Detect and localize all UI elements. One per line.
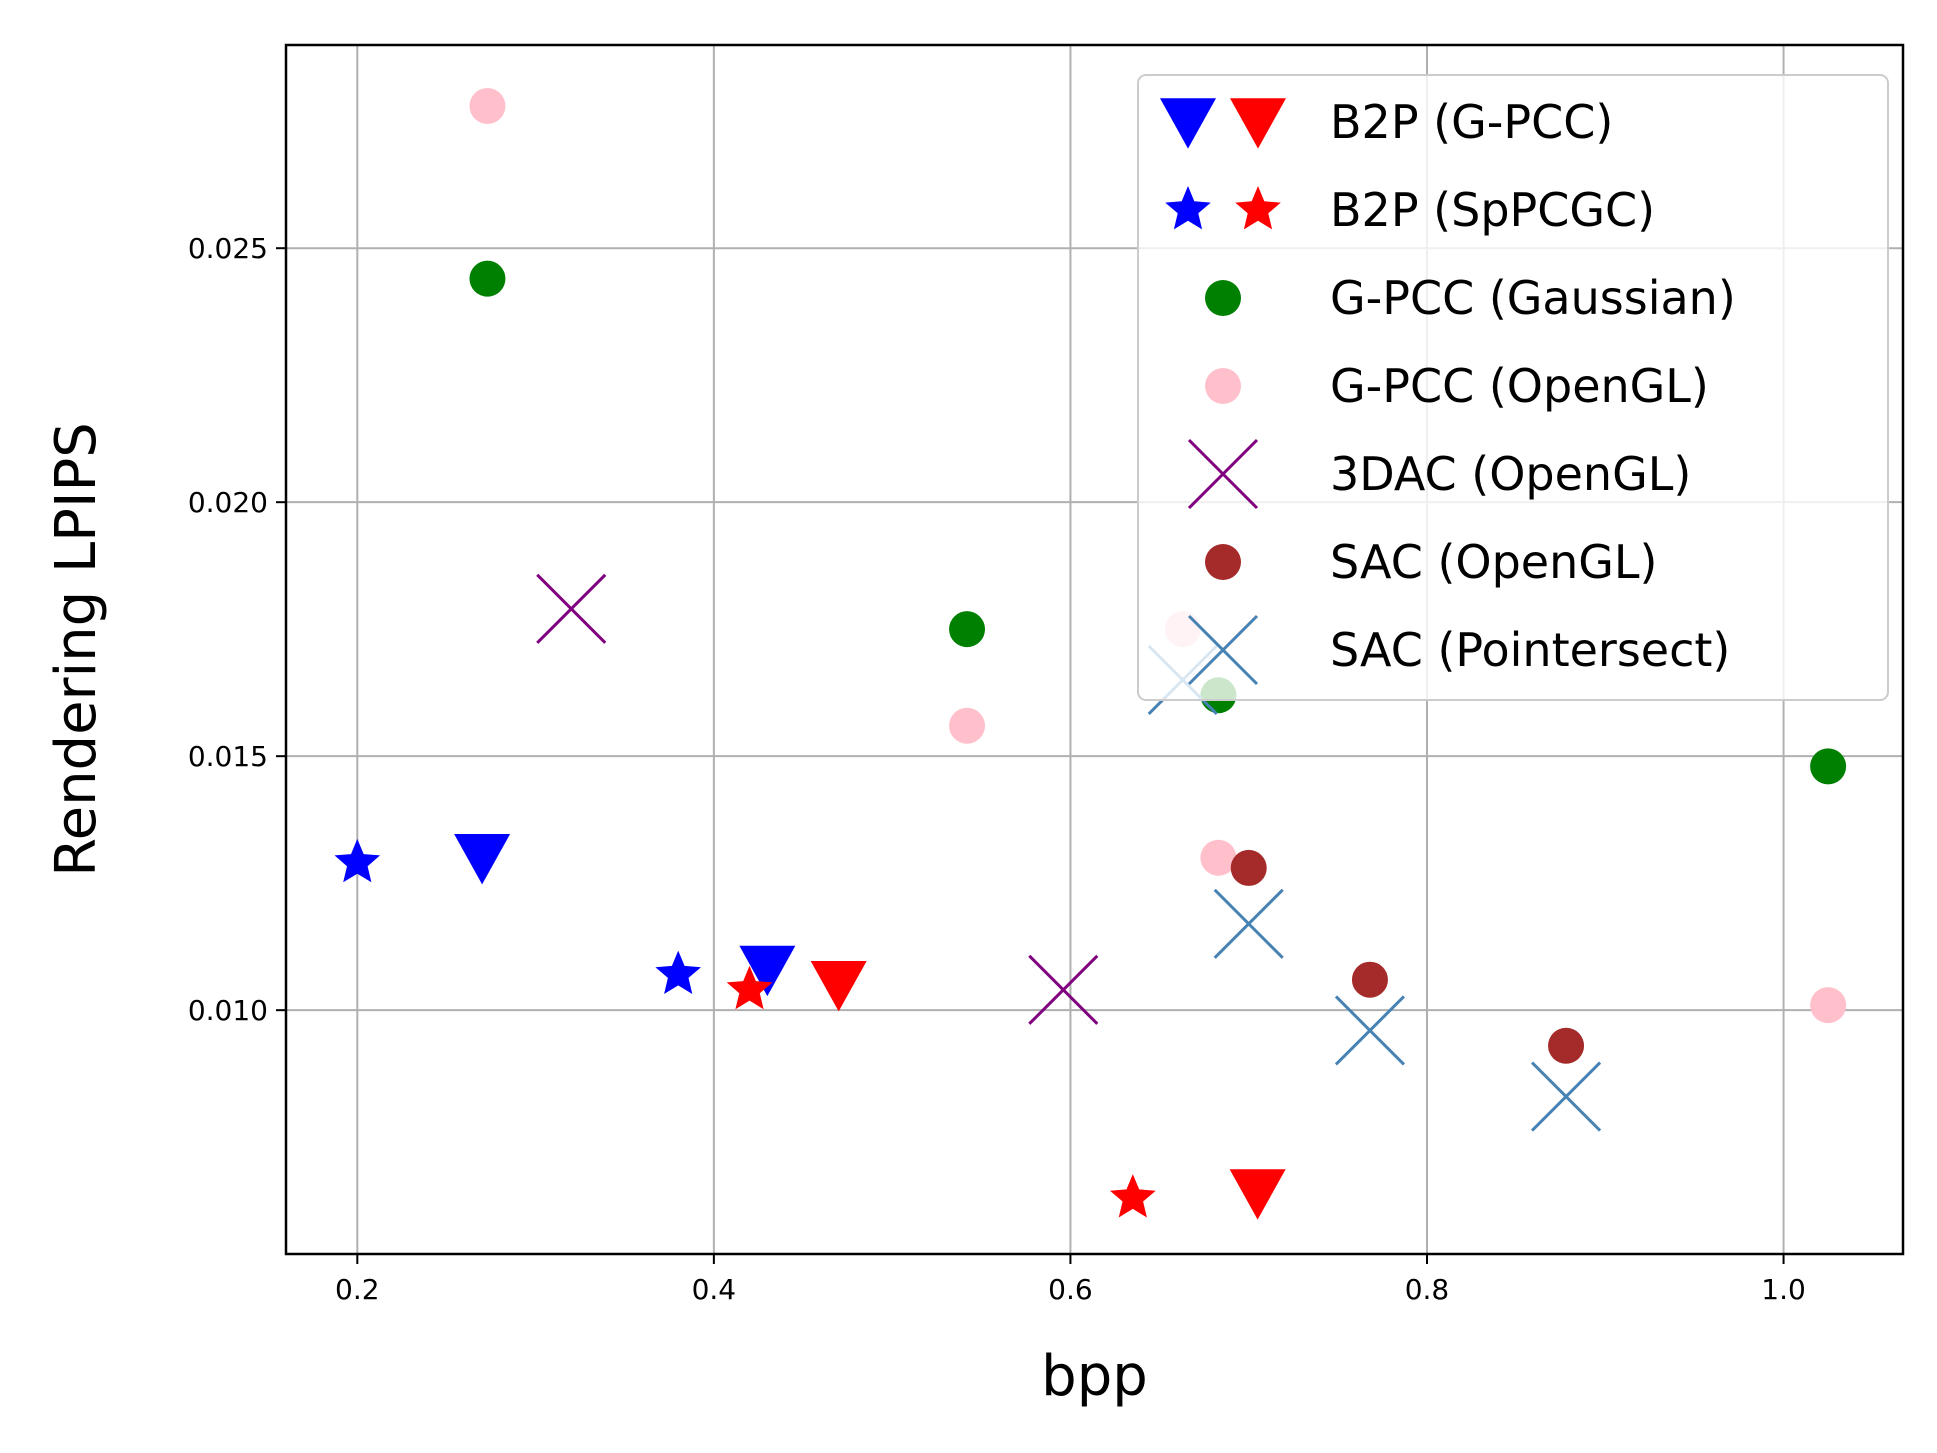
point-g-pcc-gaussian: [469, 260, 506, 297]
point-sac-opengl: [1548, 1027, 1585, 1064]
legend-label-g-pcc-gaussian: G-PCC (Gaussian): [1330, 271, 1736, 325]
legend-marker-sac-opengl: [1205, 544, 1241, 580]
legend-box: [1137, 74, 1889, 701]
point-b2p-g-pcc: [739, 945, 796, 997]
legend-label-g-pcc-opengl: G-PCC (OpenGL): [1330, 359, 1709, 413]
point-b2p-sppcgc: [1110, 1174, 1156, 1218]
legend: B2P (G-PCC) B2P (SpPCGC) G-PCC (Gaussian) G…: [1137, 74, 1889, 701]
point-g-pcc-gaussian: [949, 611, 986, 648]
legend-marker-b2p-sppcgc: [1165, 186, 1211, 230]
legend-label-sac-pointersect: SAC (Pointersect): [1330, 623, 1730, 677]
point-3dac-opengl: [536, 573, 607, 644]
x-axis-title: bpp: [1041, 1344, 1148, 1409]
point-b2p-sppcgc: [334, 838, 381, 883]
y-tick-label: 0.025: [188, 232, 268, 265]
legend-marker-sac-pointersect: [1187, 614, 1259, 686]
legend-label-sac-opengl: SAC (OpenGL): [1330, 535, 1657, 589]
legend-label-3dac-opengl: 3DAC (OpenGL): [1330, 447, 1691, 501]
point-g-pcc-opengl: [1810, 987, 1847, 1024]
point-b2p-g-pcc: [454, 833, 511, 885]
x-tick-label: 0.4: [692, 1273, 737, 1306]
legend-marker-g-pcc-gaussian: [1205, 280, 1241, 316]
plot-frame: [284, 43, 1905, 1256]
y-tick-label: 0.015: [188, 740, 268, 773]
point-b2p-g-pcc: [810, 960, 867, 1012]
point-b2p-g-pcc: [1229, 1169, 1286, 1220]
point-sac-opengl: [1230, 849, 1267, 886]
point-sac-opengl: [1351, 961, 1388, 998]
y-axis-title: Rendering LPIPS: [44, 422, 109, 877]
point-g-pcc-opengl: [949, 707, 986, 744]
point-b2p-sppcgc: [726, 965, 773, 1010]
axis-ticks: 0.2 0.4 0.6 0.8 1.0 0.010 0.015 0.020 0.025: [188, 232, 1806, 1306]
point-3dac-opengl: [1028, 954, 1099, 1025]
legend-label-b2p-sppcgc: B2P (SpPCGC): [1330, 183, 1655, 237]
point-sac-pointersect: [1213, 888, 1284, 959]
point-b2p-sppcgc: [655, 950, 701, 994]
legend-label-b2p-g-pcc: B2P (G-PCC): [1330, 95, 1613, 149]
legend-marker-b2p-g-pcc: [1230, 98, 1286, 149]
legend-marker-g-pcc-opengl: [1205, 368, 1241, 404]
point-sac-pointersect: [1530, 1061, 1602, 1132]
point-g-pcc-opengl: [1200, 839, 1237, 876]
y-tick-label: 0.010: [188, 994, 268, 1027]
legend-marker-b2p-sppcgc: [1235, 186, 1281, 230]
legend-marker-b2p-g-pcc: [1160, 98, 1216, 149]
x-tick-label: 0.6: [1048, 1273, 1093, 1306]
x-tick-label: 0.2: [335, 1273, 380, 1306]
x-tick-label: 0.8: [1405, 1273, 1450, 1306]
point-g-pcc-opengl: [469, 87, 506, 124]
legend-marker-3dac-opengl: [1187, 438, 1259, 510]
point-sac-pointersect: [1334, 995, 1406, 1066]
point-g-pcc-gaussian: [1810, 748, 1847, 785]
x-tick-label: 1.0: [1761, 1273, 1806, 1306]
y-tick-label: 0.020: [188, 486, 268, 519]
